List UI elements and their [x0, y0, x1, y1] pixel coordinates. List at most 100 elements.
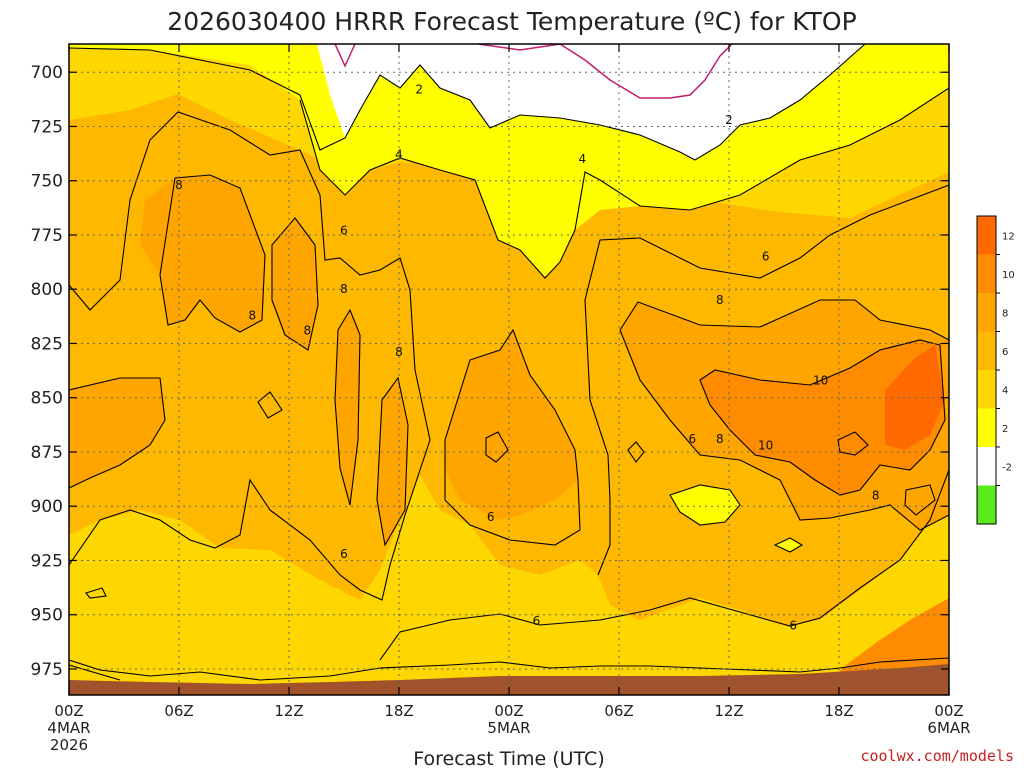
colorbar-swatch	[977, 408, 996, 447]
contour-label: 8	[395, 345, 403, 359]
colorbar-swatch	[977, 447, 996, 486]
y-tick-label: 700	[31, 63, 63, 83]
y-tick-label: 775	[31, 226, 63, 246]
contour-label: 6	[789, 619, 797, 633]
y-tick-label: 925	[31, 551, 63, 571]
colorbar-label: 10	[1002, 270, 1015, 281]
fill-band-2-4-pocket-b	[773, 537, 804, 553]
contour-8c-d	[334, 308, 361, 506]
contour-6c-center	[444, 328, 581, 546]
contour-label: 10	[813, 373, 828, 387]
colorbar-label: 2	[1002, 424, 1008, 435]
x-axis-label: Forecast Time (UTC)	[413, 748, 604, 768]
axis-ticks	[68, 44, 950, 695]
x-tick-label: 12Z	[714, 702, 743, 720]
fill-band-0-2	[317, 44, 865, 160]
colorbar-label: -2	[1002, 462, 1012, 473]
colorbar-swatch	[977, 370, 996, 409]
y-tick-label: 950	[31, 606, 63, 626]
chart-title: 2026030400 HRRR Forecast Temperature (ºC…	[167, 7, 856, 36]
fill-band-8-10-a	[140, 175, 265, 332]
contour-8c-e	[376, 376, 409, 547]
colorbar-label: 6	[1002, 347, 1008, 358]
y-tick-label: 800	[31, 280, 63, 300]
y-tick-label: 725	[31, 117, 63, 137]
contour-8c-b	[271, 217, 319, 351]
colorbar-swatch	[977, 216, 996, 255]
fill-band-8-10-f	[445, 330, 578, 520]
y-tick-label: 825	[31, 334, 63, 354]
contour-label: 10	[758, 438, 773, 452]
contour-label: 6	[762, 250, 770, 264]
colorbar-label: 8	[1002, 308, 1008, 319]
y-tick-label: 750	[31, 172, 63, 192]
contour-4c-pocket	[85, 587, 107, 599]
credit-text: coolwx.com/models	[860, 747, 1014, 765]
contour-8c-pocket	[904, 484, 936, 516]
contour-label: 8	[716, 293, 724, 307]
colorbar-swatch	[977, 331, 996, 370]
y-tick-label: 850	[31, 389, 63, 409]
x-tick-label: 18Z	[824, 702, 853, 720]
contour-label: 8	[872, 488, 880, 502]
gridlines	[69, 44, 949, 695]
colorbar-swatch	[977, 254, 996, 293]
fill-band-8-10-b	[272, 218, 318, 350]
x-tick-date: 4MAR	[47, 719, 90, 737]
contour-6c-right	[584, 184, 949, 576]
contour-label: 6	[689, 432, 697, 446]
contour-freezing	[334, 44, 733, 99]
contour-label: 8	[249, 308, 257, 322]
contour-10c-small	[837, 431, 869, 456]
contour-label: 8	[175, 178, 183, 192]
fill-band-2-4-pocket	[669, 484, 741, 526]
colorbar-swatch	[977, 293, 996, 332]
contour-10c	[699, 339, 946, 496]
fill-band-8-10-d	[335, 310, 360, 505]
colorbar-label: 12	[1002, 231, 1015, 242]
contour-2c	[149, 44, 866, 161]
x-tick-label: 12Z	[274, 702, 303, 720]
x-tick-label: 00Z	[494, 702, 523, 720]
plot-frame	[68, 43, 950, 696]
contour-label: 8	[340, 282, 348, 296]
contour-label: 6	[340, 224, 348, 238]
colorbar-swatch	[977, 485, 996, 524]
y-axis-labels: 700 725 750 775 800 825 850 875 900 925 950 975	[31, 63, 63, 680]
contour-8c-c	[69, 377, 166, 489]
x-tick-label: 06Z	[604, 702, 633, 720]
x-tick-date: 5MAR	[487, 719, 530, 737]
contour-label: 6	[487, 510, 495, 524]
y-tick-label: 900	[31, 497, 63, 517]
contour-6c-pocket-b	[485, 431, 509, 463]
fill-band-8-10-c	[69, 378, 165, 488]
y-tick-label: 975	[31, 660, 63, 680]
colorbar-label: 4	[1002, 385, 1008, 396]
contour-6c-upper	[69, 111, 431, 601]
contour-label: 8	[716, 432, 724, 446]
contour-4c-surface	[69, 657, 949, 681]
contour-label: 4	[579, 152, 587, 166]
contour-6c-pocket-c	[627, 441, 645, 463]
contour-label: 2	[725, 113, 733, 127]
x-tick-label: 18Z	[384, 702, 413, 720]
x-tick-date: 6MAR	[927, 719, 970, 737]
fill-band-8-10-e	[377, 378, 408, 545]
contour-8c-f	[619, 299, 949, 531]
contour-4c	[69, 47, 949, 279]
y-tick-label: 875	[31, 443, 63, 463]
contour-label: 6	[533, 614, 541, 628]
contour-label: 4	[395, 148, 403, 162]
x-tick-label: 00Z	[54, 702, 83, 720]
contour-6c-pocket-a	[257, 391, 283, 419]
contour-label: 6	[340, 547, 348, 561]
colorbar: 12 10 8 6 4 2 -2	[976, 215, 1015, 525]
contour-6c-lower	[69, 469, 949, 681]
x-tick-label: 00Z	[934, 702, 963, 720]
contour-label: 8	[304, 323, 312, 337]
contour-8c-a	[159, 174, 266, 333]
contour-label: 2	[415, 83, 423, 97]
x-tick-year: 2026	[50, 736, 88, 754]
